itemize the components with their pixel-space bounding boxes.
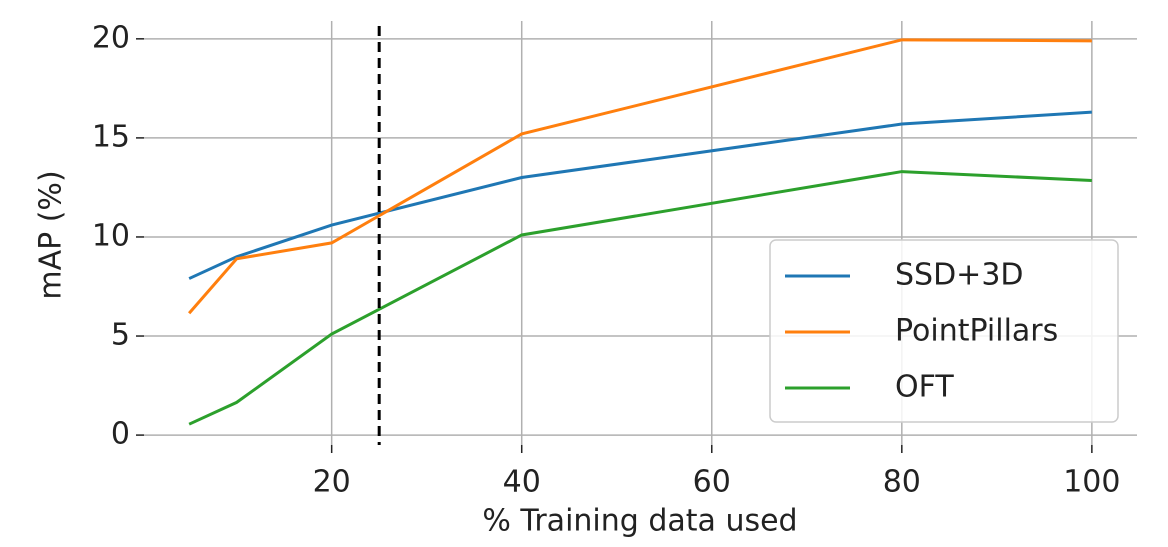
legend-label: PointPillars xyxy=(895,314,1058,349)
x-tick-label: 60 xyxy=(693,465,731,500)
y-axis-label: mAP (%) xyxy=(34,170,69,299)
y-tick-label: 20 xyxy=(92,20,130,55)
x-tick-label: 100 xyxy=(1063,465,1120,500)
series-line xyxy=(188,110,1092,280)
y-tick-label: 0 xyxy=(111,417,130,452)
y-tick-label: 15 xyxy=(92,119,130,154)
x-tick-label: 40 xyxy=(503,465,541,500)
y-tick-label: 5 xyxy=(111,318,130,353)
x-tick-label: 20 xyxy=(313,465,351,500)
legend-label: SSD+3D xyxy=(895,258,1024,293)
series-line xyxy=(188,170,1092,426)
x-tick-label: 80 xyxy=(883,465,921,500)
legend-label: OFT xyxy=(895,370,954,405)
x-axis-label: % Training data used xyxy=(482,504,797,539)
y-tick-label: 10 xyxy=(92,218,130,253)
series-line xyxy=(188,38,1092,315)
legend-box xyxy=(769,239,1119,423)
